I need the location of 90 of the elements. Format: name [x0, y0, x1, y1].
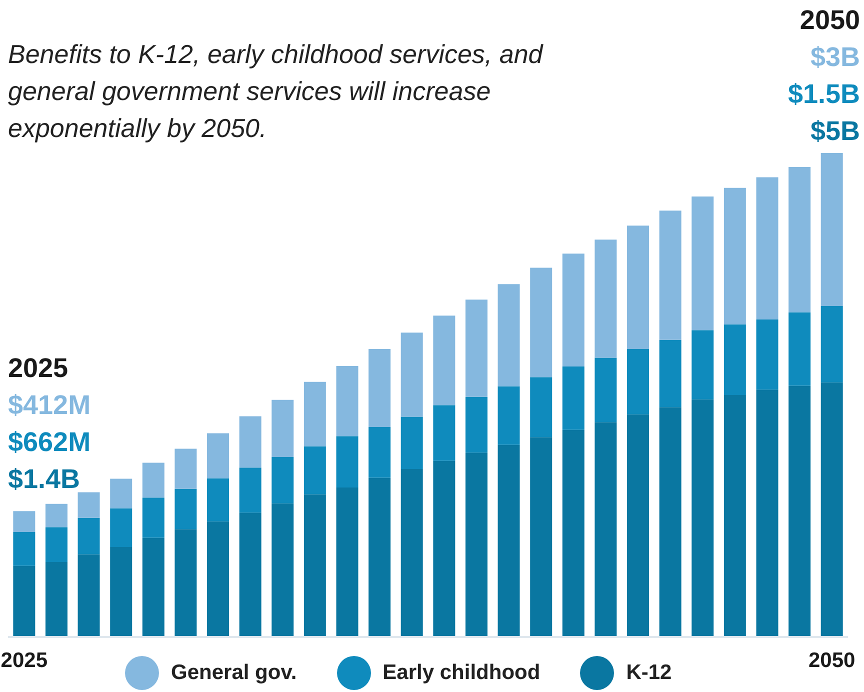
bar [562, 254, 584, 366]
text: $5B [810, 115, 860, 147]
bar [692, 330, 714, 400]
annotation: $662M [8, 426, 91, 458]
bar [142, 538, 164, 637]
bar [724, 188, 746, 324]
bar [110, 478, 132, 508]
bar [465, 452, 488, 637]
bar [13, 511, 36, 532]
bar [498, 386, 520, 445]
bar [78, 554, 100, 637]
bar [78, 492, 100, 518]
bar [433, 316, 456, 406]
bar [562, 430, 584, 637]
bar [272, 400, 294, 457]
bar [239, 416, 262, 468]
annotation: $1.4B [8, 463, 80, 495]
bar [368, 478, 391, 637]
bar [400, 332, 423, 417]
bar [788, 167, 811, 312]
bar [400, 416, 423, 470]
bar [174, 529, 197, 637]
bar [142, 462, 164, 498]
bar [272, 456, 294, 504]
bar [659, 407, 682, 637]
bar [272, 503, 294, 637]
bar [594, 358, 617, 422]
bar [692, 196, 714, 330]
bar [756, 390, 778, 637]
legend-label: K-12 [626, 661, 672, 685]
bar [498, 444, 520, 637]
bar [692, 399, 714, 637]
bar [368, 426, 391, 478]
bar [820, 153, 843, 306]
bar [756, 319, 778, 390]
bar [465, 300, 488, 397]
bar [174, 488, 197, 530]
bar [724, 395, 746, 637]
bar [627, 414, 650, 637]
bar [78, 518, 100, 554]
bar [45, 504, 68, 528]
bar [433, 405, 456, 461]
bar [336, 436, 358, 488]
legend-label: General gov. [171, 661, 297, 685]
bar [45, 527, 68, 562]
bar [530, 268, 552, 378]
bar [13, 566, 36, 637]
bar [594, 240, 617, 358]
bar [530, 377, 552, 438]
bar [142, 498, 164, 538]
annotation: 2025 [8, 352, 68, 384]
bar [110, 546, 132, 637]
bar [400, 469, 423, 637]
annotation: $412M [8, 389, 91, 421]
bar [820, 382, 843, 637]
bar [530, 437, 552, 637]
bar [627, 349, 650, 414]
bar [336, 487, 358, 637]
bar [756, 177, 778, 320]
bar [207, 433, 230, 478]
bar [788, 386, 811, 637]
bar [562, 366, 584, 430]
text: $3B [810, 41, 860, 73]
bar [820, 306, 843, 382]
text: 2050 [800, 4, 860, 36]
bar [498, 284, 520, 386]
chart-subtitle: Benefits to K-12, early childhood services, and general government services will increase exponentially by 2050. [8, 38, 544, 145]
bar [207, 521, 230, 637]
bar [465, 396, 488, 453]
bar [627, 226, 650, 350]
bar [174, 448, 197, 489]
bar [239, 468, 262, 513]
bar [304, 382, 326, 446]
text: $1.5B [788, 78, 860, 110]
bar [433, 460, 456, 637]
bar [788, 312, 811, 386]
bar [304, 446, 326, 494]
bar [13, 532, 36, 566]
bar [45, 562, 68, 637]
bar [304, 494, 326, 637]
bar [239, 512, 262, 637]
bar [368, 349, 391, 427]
bar [724, 324, 746, 395]
bar [659, 340, 682, 408]
bar [594, 422, 617, 637]
bar [110, 508, 132, 547]
bar [207, 478, 230, 522]
bar [336, 366, 358, 436]
legend-label: Early childhood [382, 661, 540, 685]
bar [659, 210, 682, 340]
